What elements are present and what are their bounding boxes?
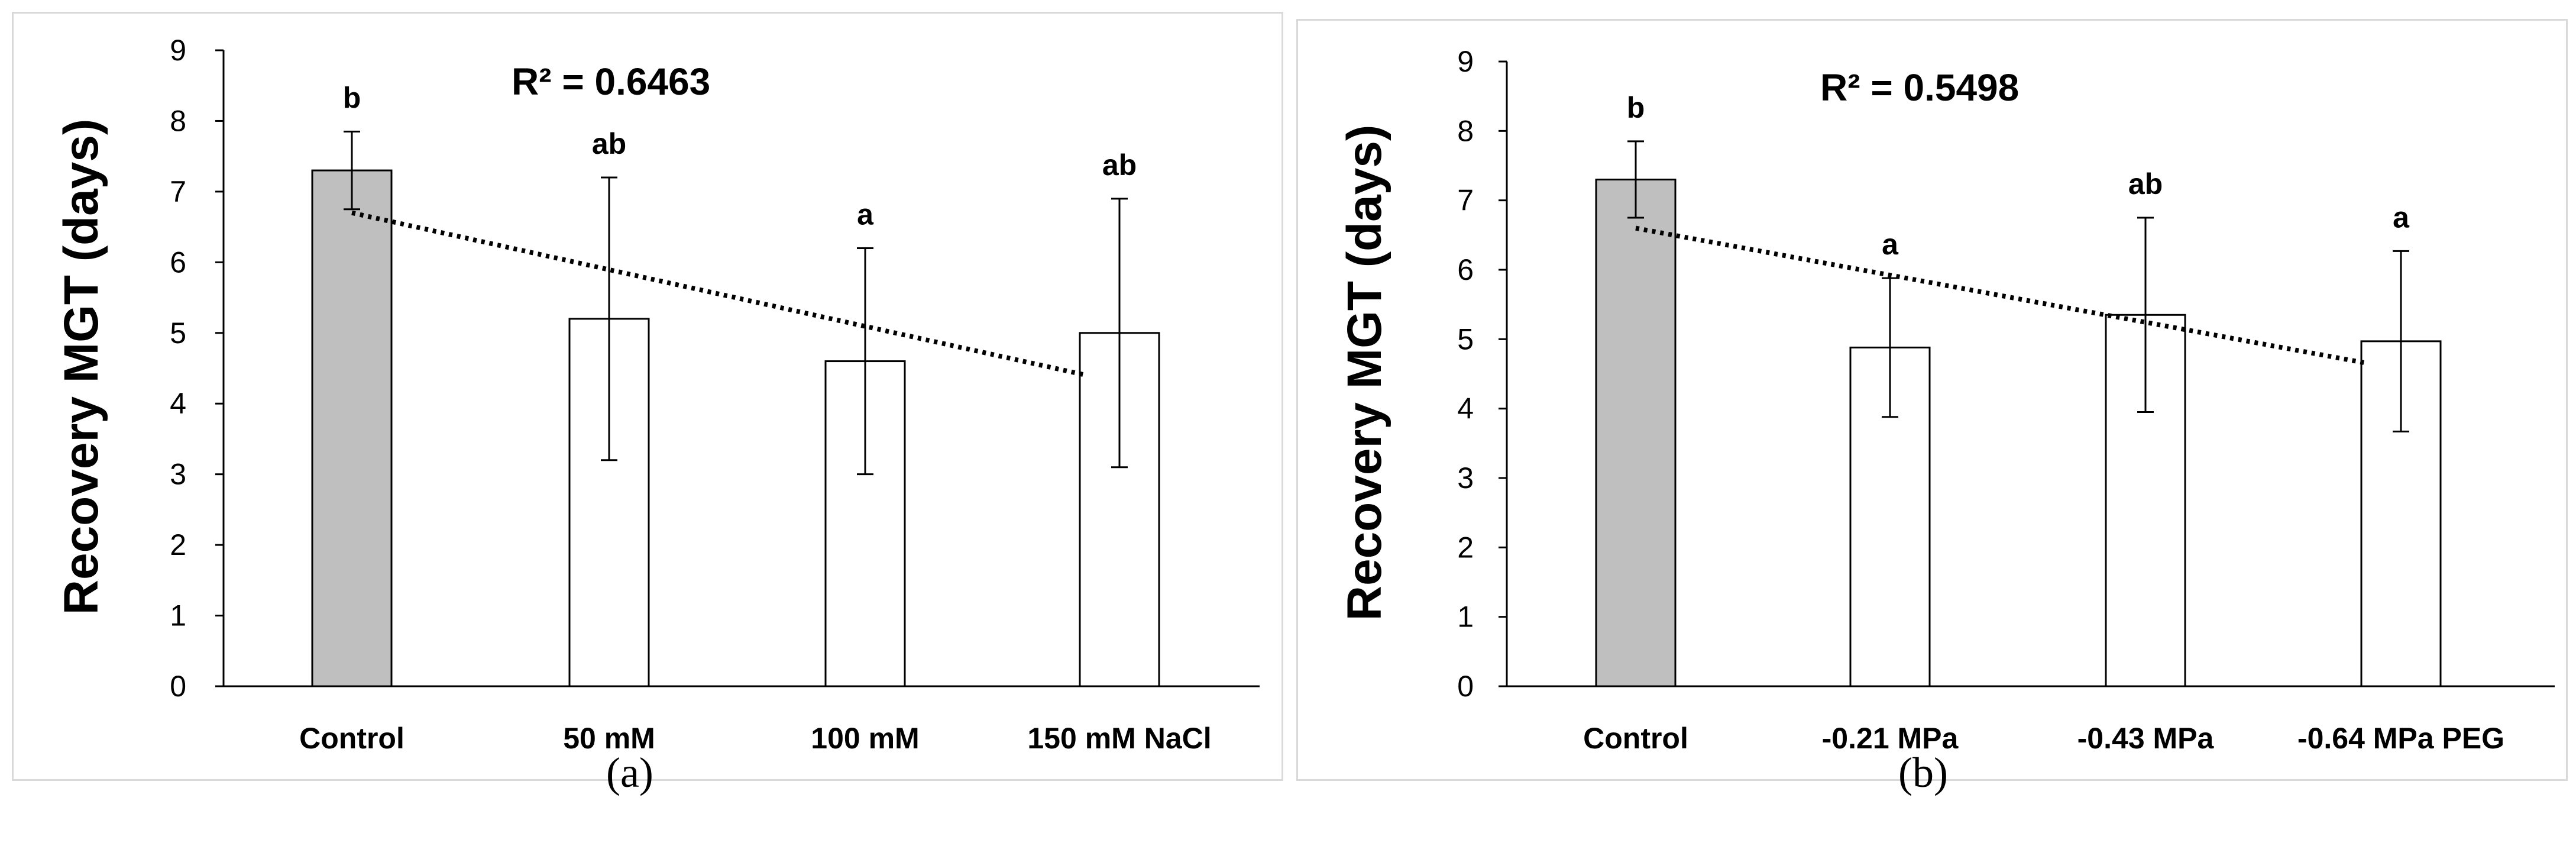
significance-label-b-1: a (1882, 228, 1899, 261)
significance-label-b-2: ab (2128, 167, 2163, 201)
significance-label-a-2: a (857, 198, 874, 231)
y-tick-label-a: 5 (170, 317, 186, 350)
significance-label-a-3: ab (1102, 148, 1137, 182)
category-label-a-3: 150 mM NaCl (1027, 722, 1211, 755)
bar-b-3 (2360, 340, 2442, 687)
y-tick-label-a: 6 (170, 246, 186, 279)
category-label-b-1: -0.21 MPa (1822, 722, 1959, 755)
category-label-b-3: -0.64 MPa PEG (2297, 722, 2504, 755)
significance-label-b-0: b (1627, 91, 1645, 124)
category-label-a-1: 50 mM (563, 722, 655, 755)
y-tick-label-b: 7 (1457, 184, 1474, 217)
y-tick-label-b: 9 (1457, 45, 1474, 78)
y-tick-label-b: 6 (1457, 253, 1474, 286)
trendline-b (1635, 225, 2369, 366)
y-tick-label-a: 8 (170, 104, 186, 137)
category-label-a-2: 100 mM (811, 722, 919, 755)
y-tick-label-a: 1 (170, 599, 186, 632)
r2-label-b: R² = 0.5498 (1820, 66, 2019, 109)
significance-label-a-1: ab (592, 127, 626, 160)
y-tick-label-a: 2 (170, 528, 186, 561)
significance-label-b-3: a (2393, 201, 2410, 234)
panel-label-b: (b) (1898, 749, 1948, 796)
y-tick-label-b: 4 (1457, 392, 1474, 425)
y-tick-label-a: 3 (170, 458, 186, 491)
bar-b-0 (1595, 178, 1677, 687)
chart-panel-b (1296, 19, 2568, 781)
category-label-a-0: Control (299, 722, 404, 755)
y-tick-label-b: 2 (1457, 531, 1474, 564)
y-tick-label-a: 7 (170, 175, 186, 208)
category-label-b-0: Control (1583, 722, 1688, 755)
y-tick-label-a: 4 (170, 387, 186, 420)
panel-label-a: (a) (606, 749, 653, 796)
significance-label-a-0: b (343, 81, 361, 114)
y-tick-label-b: 0 (1457, 670, 1474, 703)
trendline-a (351, 210, 1088, 378)
y-tick-label-a: 0 (170, 670, 186, 703)
bar-a-0 (311, 169, 393, 687)
y-tick-label-b: 3 (1457, 461, 1474, 495)
category-label-b-2: -0.43 MPa (2077, 722, 2215, 755)
y-tick-label-a: 9 (170, 34, 186, 67)
y-tick-label-b: 5 (1457, 322, 1474, 356)
r2-label-a: R² = 0.6463 (512, 60, 710, 103)
y-axis-label-b: Recovery MGT (days) (1338, 125, 1391, 621)
y-tick-label-b: 8 (1457, 114, 1474, 147)
y-tick-label-b: 1 (1457, 600, 1474, 634)
y-axis-label-a: Recovery MGT (days) (54, 119, 108, 615)
